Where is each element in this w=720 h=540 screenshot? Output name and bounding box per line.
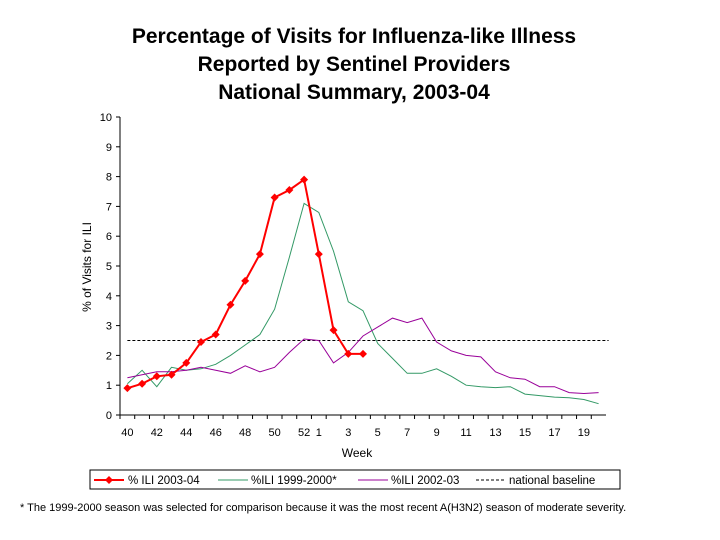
data-point-ili-2003-04 xyxy=(270,193,279,202)
x-tick-label: 11 xyxy=(460,427,471,439)
footnote: * The 1999-2000 season was selected for … xyxy=(20,502,627,514)
data-point-ili-2003-04 xyxy=(344,349,353,358)
title-line-2: Reported by Sentinel Providers xyxy=(198,53,511,76)
x-tick-label: 40 xyxy=(121,427,133,439)
y-tick-label: 5 xyxy=(106,261,112,273)
x-tick-label: 42 xyxy=(151,427,163,439)
series-line-ili-1999-2000 xyxy=(127,202,599,405)
y-tick-label: 4 xyxy=(106,291,112,303)
chart-title: Percentage of Visits for Influenza-like … xyxy=(132,25,576,104)
y-tick-label: 8 xyxy=(106,172,112,184)
x-tick-label: 17 xyxy=(548,427,560,439)
data-point-ili-2003-04 xyxy=(167,370,176,379)
data-point-ili-2003-04 xyxy=(329,326,338,335)
data-point-ili-2003-04 xyxy=(182,358,191,367)
data-point-ili-2003-04 xyxy=(314,250,323,259)
title-line-3: National Summary, 2003-04 xyxy=(218,81,490,104)
x-tick-label: 48 xyxy=(239,427,251,439)
x-tick-label: 50 xyxy=(269,427,281,439)
x-tick-label: 15 xyxy=(519,427,531,439)
data-point-ili-2003-04 xyxy=(123,384,132,393)
data-point-ili-2003-04 xyxy=(359,349,367,358)
x-tick-label: 3 xyxy=(345,427,351,439)
x-tick-label: 19 xyxy=(578,427,590,439)
y-axis-label: % of Visits for ILI xyxy=(80,222,94,312)
title-line-1: Percentage of Visits for Influenza-like … xyxy=(132,25,576,48)
legend-box xyxy=(89,469,621,490)
x-axis-label: Week xyxy=(342,446,373,460)
data-point-ili-2003-04 xyxy=(255,250,264,259)
data-point-ili-2003-04 xyxy=(211,330,220,339)
legend-label-ili-2002-03: %ILI 2002-03 xyxy=(391,475,459,487)
legend-label-national-baseline: national baseline xyxy=(509,475,595,487)
x-tick-label: 44 xyxy=(180,427,192,439)
legend-label-ili-1999-2000: %ILI 1999-2000* xyxy=(251,475,337,487)
legend: % ILI 2003-04 %ILI 1999-2000* %ILI 2002-… xyxy=(89,469,621,490)
y-tick-label: 1 xyxy=(106,380,112,392)
x-tick-label: 52 xyxy=(298,427,310,439)
x-tick-label: 9 xyxy=(434,427,440,439)
data-point-ili-2003-04 xyxy=(138,379,147,388)
x-tick-label: 1 xyxy=(316,427,322,439)
x-tick-label: 7 xyxy=(404,427,410,439)
series-line-ili-2002-03 xyxy=(127,317,599,395)
x-tick-label: 13 xyxy=(489,427,501,439)
y-tick-label: 2 xyxy=(106,350,112,362)
data-point-ili-2003-04 xyxy=(241,276,250,285)
y-tick-label: 6 xyxy=(106,231,112,243)
data-point-ili-2003-04 xyxy=(152,372,161,381)
data-point-ili-2003-04 xyxy=(197,337,205,346)
data-point-ili-2003-04 xyxy=(300,175,309,184)
data-point-ili-2003-04 xyxy=(226,300,235,309)
y-tick-label: 0 xyxy=(106,410,112,422)
y-tick-label: 3 xyxy=(106,321,112,333)
x-tick-label: 46 xyxy=(210,427,222,439)
legend-label-ili-2003-04: % ILI 2003-04 xyxy=(128,475,200,487)
y-tick-label: 9 xyxy=(106,142,112,154)
data-point-ili-2003-04 xyxy=(285,186,294,195)
y-tick-label: 10 xyxy=(100,112,112,124)
x-tick-label: 5 xyxy=(375,427,381,439)
legend-marker-diamond xyxy=(105,476,113,484)
y-tick-label: 7 xyxy=(106,201,112,213)
